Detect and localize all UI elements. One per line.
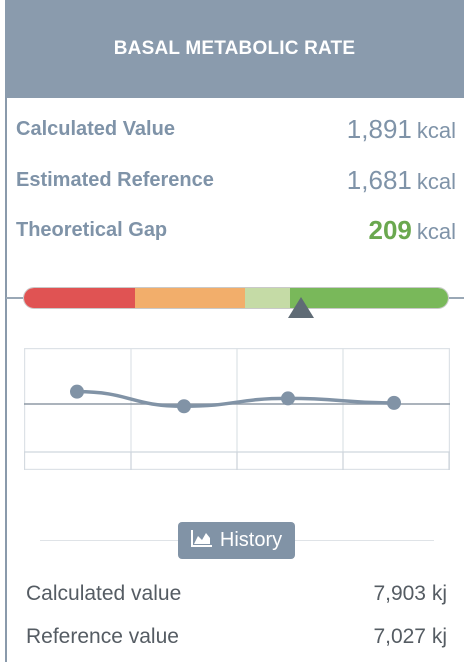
gauge-divider-left	[6, 297, 23, 299]
metric-row-reference: Estimated Reference 1,681 kcal	[16, 163, 456, 197]
info-label: Reference value	[26, 625, 179, 648]
info-row-reference: Reference value 7,027 kj	[26, 622, 447, 652]
gauge-zone-red	[24, 288, 135, 308]
metric-label: Calculated Value	[16, 117, 175, 140]
info-value: 7,903 kj	[373, 582, 447, 605]
metric-value: 1,681 kcal	[347, 165, 456, 196]
metric-row-calculated: Calculated Value 1,891 kcal	[16, 112, 456, 146]
series-line	[76, 389, 395, 408]
info-row-calculated: Calculated value 7,903 kj	[26, 579, 447, 609]
metric-value: 209 kcal	[368, 215, 456, 246]
metric-label: Estimated Reference	[16, 168, 214, 191]
data-point	[177, 399, 191, 414]
chart-grid	[24, 348, 450, 470]
left-border	[5, 0, 7, 662]
metric-unit: kcal	[416, 218, 456, 244]
metric-number: 209	[368, 214, 412, 245]
series-points	[70, 384, 401, 414]
range-gauge	[23, 287, 449, 309]
info-label: Calculated value	[26, 582, 182, 605]
metric-unit: kcal	[416, 117, 456, 143]
area-chart-icon	[190, 529, 213, 553]
history-chart	[24, 348, 450, 470]
data-point	[387, 395, 401, 410]
card-title: BASAL METABOLIC RATE	[113, 38, 356, 59]
card-header: BASAL METABOLIC RATE	[5, 0, 464, 98]
history-button[interactable]: History	[178, 522, 295, 559]
metric-number: 1,681	[346, 164, 412, 195]
gauge-marker-icon	[288, 297, 314, 318]
metric-row-gap: Theoretical Gap 209 kcal	[16, 213, 456, 247]
metric-value: 1,891 kcal	[347, 114, 456, 145]
gauge-zone-green	[290, 288, 448, 308]
data-point	[70, 384, 84, 399]
history-button-label: History	[219, 529, 283, 551]
gauge-divider-right	[449, 297, 464, 299]
x-ticks	[24, 451, 450, 470]
metric-label: Theoretical Gap	[16, 218, 168, 241]
info-value: 7,027 kj	[373, 625, 447, 648]
data-point	[281, 391, 295, 406]
gauge-zone-orange	[135, 288, 245, 308]
gauge-zone-light-green	[245, 288, 290, 308]
metric-number: 1,891	[346, 113, 412, 144]
metric-unit: kcal	[416, 168, 456, 194]
